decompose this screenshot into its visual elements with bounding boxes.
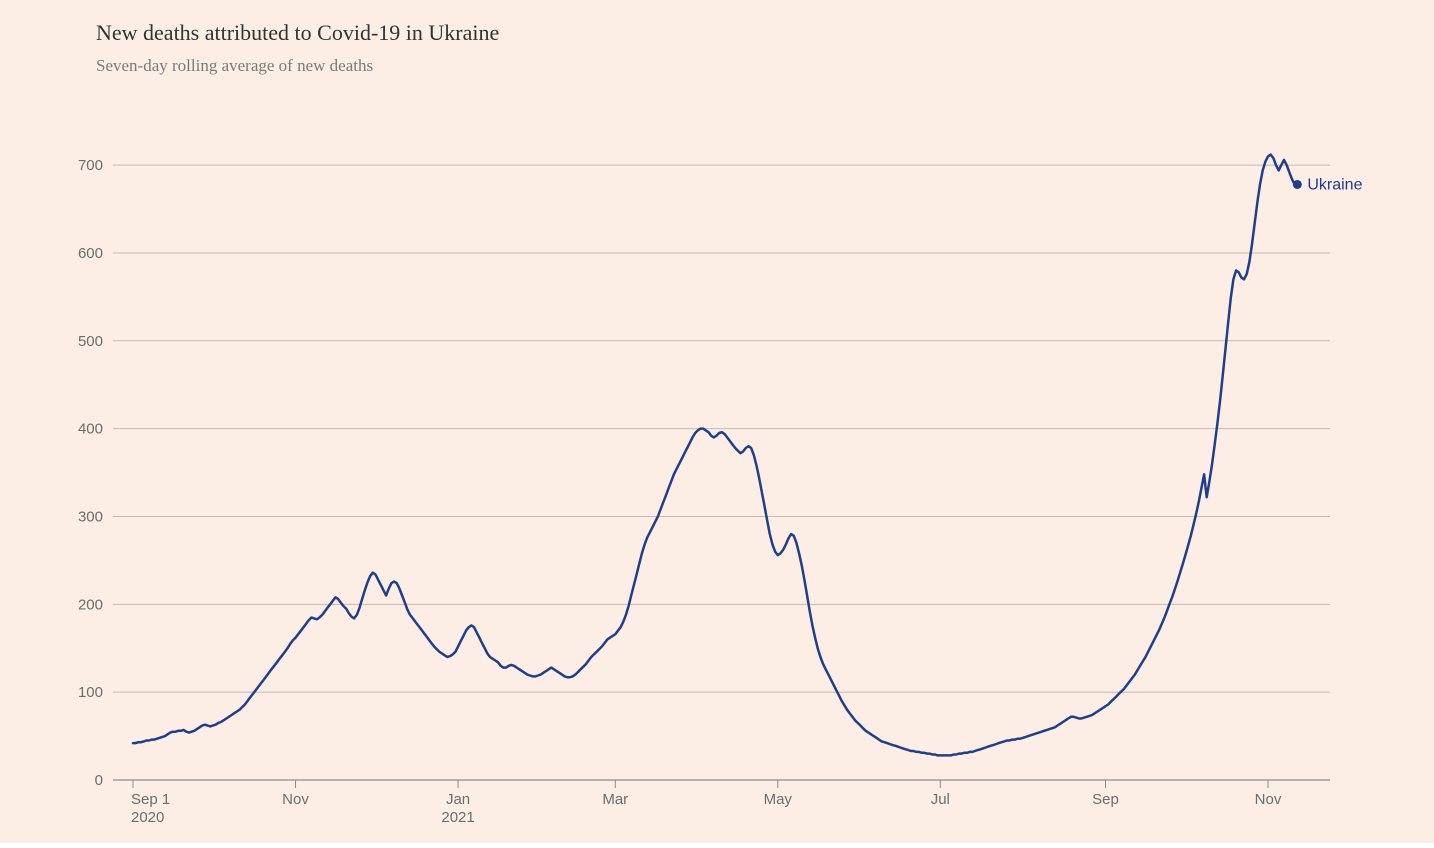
series-line-ukraine: [133, 155, 1297, 756]
x-tick-label: Jan: [446, 791, 470, 808]
x-tick-label: Nov: [282, 791, 309, 808]
chart-container: New deaths attributed to Covid-19 in Ukr…: [0, 0, 1434, 843]
x-tick-label: Sep 1: [131, 791, 170, 808]
y-tick-label: 700: [78, 157, 103, 174]
x-tick-label: Jul: [931, 791, 950, 808]
y-tick-label: 300: [78, 508, 103, 525]
y-tick-label: 0: [95, 772, 103, 789]
y-tick-label: 200: [78, 596, 103, 613]
x-tick-label: Nov: [1255, 791, 1282, 808]
y-tick-label: 100: [78, 684, 103, 701]
end-marker-icon: [1293, 180, 1302, 189]
chart-subtitle: Seven-day rolling average of new deaths: [96, 56, 373, 76]
y-tick-label: 500: [78, 333, 103, 350]
x-tick-label: May: [764, 791, 793, 808]
y-tick-label: 400: [78, 421, 103, 438]
x-tick-label: Sep: [1092, 791, 1119, 808]
line-chart: 0 100 200 300 400 500 600 700 Sep 12020 Nov Jan202…: [0, 0, 1434, 843]
x-tick-label: Mar: [602, 791, 628, 808]
x-tick-label: 2020: [131, 809, 164, 826]
series-end-label: Ukraine: [1307, 176, 1362, 193]
chart-title: New deaths attributed to Covid-19 in Ukr…: [96, 20, 499, 46]
x-tick-label: 2021: [441, 809, 474, 826]
y-tick-label: 600: [78, 245, 103, 262]
